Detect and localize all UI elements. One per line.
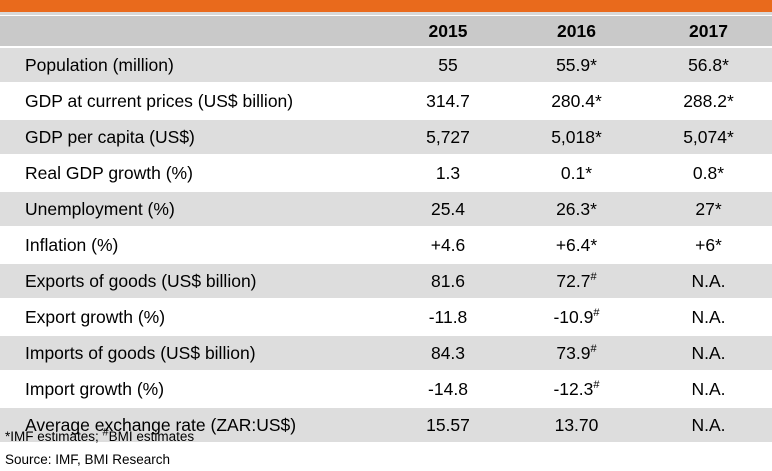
value-text: -10.9 xyxy=(553,307,594,327)
bmi-estimate-mark: # xyxy=(102,426,109,439)
value-2017: N.A. xyxy=(645,406,772,442)
header-label-cell xyxy=(0,16,378,47)
value-2017: 288.2* xyxy=(645,82,772,119)
value-2015: 5,727 xyxy=(378,118,488,155)
source-footnote: Source: IMF, BMI Research xyxy=(5,452,171,467)
bmi-estimate-mark: # xyxy=(593,379,600,392)
value-2016: 13.70 xyxy=(488,406,645,442)
table-row: Imports of goods (US$ billion) 84.3 73.9… xyxy=(0,334,772,371)
table-row: Average exchange rate (ZAR:US$) 15.57 13… xyxy=(0,406,772,442)
row-label: Import growth (%) xyxy=(0,370,378,407)
value-2016: -12.3# xyxy=(488,370,645,407)
value-2015: -14.8 xyxy=(378,370,488,407)
bmi-estimate-mark: # xyxy=(590,271,597,284)
table-row: Exports of goods (US$ billion) 81.6 72.7… xyxy=(0,262,772,299)
imf-estimates-note: *IMF estimates; xyxy=(5,429,103,444)
row-label: Population (million) xyxy=(0,46,378,83)
value-2015: 55 xyxy=(378,46,488,83)
value-2017: N.A. xyxy=(645,262,772,299)
value-text: 72.7 xyxy=(556,271,591,291)
estimates-footnote: *IMF estimates; #BMI estimates xyxy=(5,426,195,445)
row-label: Export growth (%) xyxy=(0,298,378,335)
row-label: Real GDP growth (%) xyxy=(0,154,378,191)
row-label: Average exchange rate (ZAR:US$) xyxy=(0,406,378,442)
bmi-estimates-note: BMI estimates xyxy=(108,429,195,444)
value-2015: 1.3 xyxy=(378,154,488,191)
value-2017: 0.8* xyxy=(645,154,772,191)
header-year-2016: 2016 xyxy=(488,16,645,47)
value-2016: 55.9* xyxy=(488,46,645,83)
table-row: Export growth (%) -11.8 -10.9# N.A. xyxy=(0,298,772,335)
table-row: Unemployment (%) 25.4 26.3* 27* xyxy=(0,190,772,227)
value-2015: -11.8 xyxy=(378,298,488,335)
economic-indicators-table: 2015 2016 2017 Population (million) 55 5… xyxy=(0,16,772,442)
row-label: Inflation (%) xyxy=(0,226,378,263)
value-2015: 84.3 xyxy=(378,334,488,371)
value-2017: 27* xyxy=(645,190,772,227)
top-accent-bar xyxy=(0,0,772,12)
value-2017: N.A. xyxy=(645,370,772,407)
value-2017: N.A. xyxy=(645,334,772,371)
value-2016: 280.4* xyxy=(488,82,645,119)
table-row: GDP at current prices (US$ billion) 314.… xyxy=(0,82,772,119)
row-label: Imports of goods (US$ billion) xyxy=(0,334,378,371)
value-2015: 81.6 xyxy=(378,262,488,299)
bmi-estimate-mark: # xyxy=(593,307,600,320)
value-text: 73.9 xyxy=(556,343,591,363)
row-label: GDP at current prices (US$ billion) xyxy=(0,82,378,119)
table-header-row: 2015 2016 2017 xyxy=(0,16,772,47)
value-2016: +6.4* xyxy=(488,226,645,263)
value-2015: 15.57 xyxy=(378,406,488,442)
row-label: GDP per capita (US$) xyxy=(0,118,378,155)
value-2016: 72.7# xyxy=(488,262,645,299)
row-label: Unemployment (%) xyxy=(0,190,378,227)
value-text: -12.3 xyxy=(553,379,594,399)
table-row: Inflation (%) +4.6 +6.4* +6* xyxy=(0,226,772,263)
value-2016: 26.3* xyxy=(488,190,645,227)
value-2017: 56.8* xyxy=(645,46,772,83)
header-year-2015: 2015 xyxy=(378,16,488,47)
value-2016: -10.9# xyxy=(488,298,645,335)
value-2015: +4.6 xyxy=(378,226,488,263)
bmi-estimate-mark: # xyxy=(590,343,597,356)
row-label: Exports of goods (US$ billion) xyxy=(0,262,378,299)
value-2017: N.A. xyxy=(645,298,772,335)
top-divider xyxy=(0,12,772,15)
table-row: GDP per capita (US$) 5,727 5,018* 5,074* xyxy=(0,118,772,155)
table-row: Population (million) 55 55.9* 56.8* xyxy=(0,46,772,83)
value-2015: 25.4 xyxy=(378,190,488,227)
value-2017: +6* xyxy=(645,226,772,263)
table-row: Real GDP growth (%) 1.3 0.1* 0.8* xyxy=(0,154,772,191)
value-2015: 314.7 xyxy=(378,82,488,119)
table-row: Import growth (%) -14.8 -12.3# N.A. xyxy=(0,370,772,407)
value-2016: 73.9# xyxy=(488,334,645,371)
value-2017: 5,074* xyxy=(645,118,772,155)
header-year-2017: 2017 xyxy=(645,16,772,47)
value-2016: 5,018* xyxy=(488,118,645,155)
value-2016: 0.1* xyxy=(488,154,645,191)
